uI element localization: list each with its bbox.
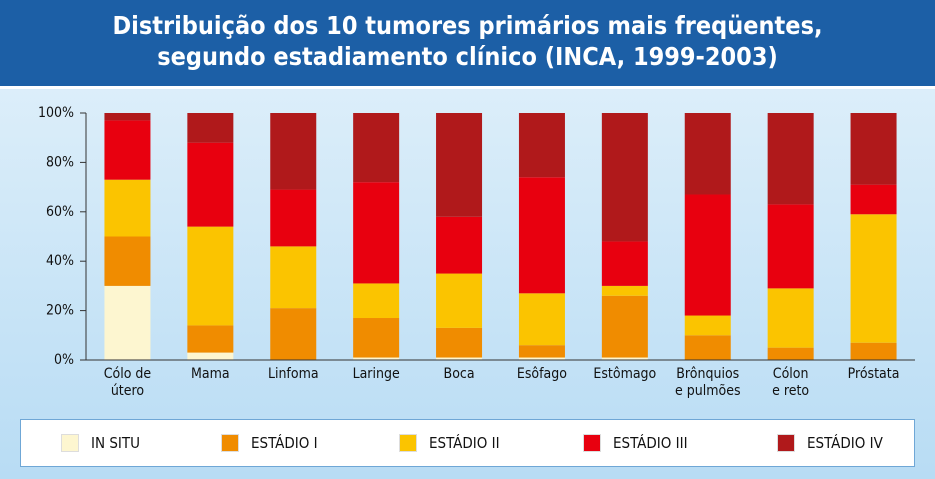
bar-segment	[104, 113, 151, 121]
bar-segment	[518, 177, 565, 294]
x-tick-label: Laringe	[352, 366, 400, 382]
bar-segment	[518, 113, 565, 178]
bar-segment	[518, 293, 565, 346]
x-tick-label: Boca	[443, 366, 475, 382]
bar-segment	[104, 120, 151, 180]
legend-item: ESTÁDIO II	[399, 434, 500, 452]
x-tick-label: Estômago	[593, 366, 657, 382]
bar-segment	[767, 347, 814, 360]
legend-swatch	[221, 434, 239, 452]
legend-label: ESTÁDIO III	[613, 434, 688, 452]
bar-segment	[850, 184, 897, 215]
x-tick-label: Cólon e reto	[772, 366, 810, 399]
legend-label: IN SITU	[91, 434, 141, 452]
bar-segment	[601, 357, 648, 360]
y-tick-label: 80%	[46, 154, 74, 170]
y-tick-label: 60%	[46, 204, 74, 220]
bar-segment	[187, 352, 234, 360]
x-tick-label: Esôfago	[516, 366, 567, 382]
bar-segment	[767, 288, 814, 348]
bar-segment	[684, 335, 731, 360]
bar-segment	[601, 241, 648, 286]
legend-swatch	[61, 434, 79, 452]
bar-segment	[601, 295, 648, 358]
x-tick-label: Próstata	[847, 366, 900, 382]
bar-segment	[850, 214, 897, 343]
bar-segment	[436, 216, 483, 274]
legend-label: ESTÁDIO IV	[807, 434, 883, 452]
y-tick-label: 20%	[46, 303, 74, 319]
legend: IN SITU ESTÁDIO I ESTÁDIO II ESTÁDIO III EST…	[20, 419, 915, 467]
y-tick-label: 0%	[54, 352, 74, 368]
bar-segment	[270, 246, 317, 309]
y-tick-label: 100%	[38, 105, 74, 121]
legend-swatch	[399, 434, 417, 452]
x-tick-label: Linfoma	[267, 366, 319, 382]
bar-segment	[684, 113, 731, 195]
bar-segment	[104, 179, 151, 237]
bar-segment	[436, 327, 483, 358]
legend-item: IN SITU	[61, 434, 140, 452]
legend-swatch	[583, 434, 601, 452]
bar-segment	[187, 142, 234, 227]
y-tick-label: 40%	[46, 253, 74, 269]
bar-segment	[767, 113, 814, 205]
bar-segment	[518, 345, 565, 358]
header: Distribuição dos 10 tumores primários ma…	[0, 0, 935, 89]
bar-segment	[353, 182, 400, 284]
legend-swatch	[777, 434, 795, 452]
bar-segment	[684, 194, 731, 316]
legend-label: ESTÁDIO II	[429, 434, 500, 452]
bar-segment	[436, 273, 483, 328]
legend-label: ESTÁDIO I	[251, 434, 318, 452]
bar-segment	[187, 226, 234, 326]
bar-segment	[518, 357, 565, 360]
bar-segment	[436, 357, 483, 360]
bar-segment	[850, 342, 897, 360]
bar-segment	[187, 325, 234, 353]
bar-segment	[104, 285, 151, 360]
bar-segment	[353, 357, 400, 360]
bar-segment	[270, 189, 317, 247]
bar-segment	[270, 308, 317, 360]
bar-segment	[353, 283, 400, 319]
legend-item: ESTÁDIO III	[583, 434, 688, 452]
bar-segment	[601, 113, 648, 242]
bar-segment	[104, 236, 151, 286]
bar-segment	[436, 113, 483, 217]
bar-segment	[684, 315, 731, 336]
bar-segment	[850, 113, 897, 185]
legend-item: ESTÁDIO I	[221, 434, 318, 452]
legend-item: ESTÁDIO IV	[777, 434, 883, 452]
bar-segment	[187, 113, 234, 143]
bar-segment	[353, 318, 400, 358]
x-tick-label: Cólo de útero	[103, 366, 152, 399]
chart-title: Distribuição dos 10 tumores primários ma…	[112, 11, 823, 71]
x-tick-label: Brônquios e pulmões	[674, 366, 741, 399]
x-tick-label: Mama	[191, 366, 230, 382]
bar-segment	[767, 204, 814, 289]
bar-segment	[601, 285, 648, 296]
bar-segment	[353, 113, 400, 183]
bar-segment	[270, 113, 317, 190]
